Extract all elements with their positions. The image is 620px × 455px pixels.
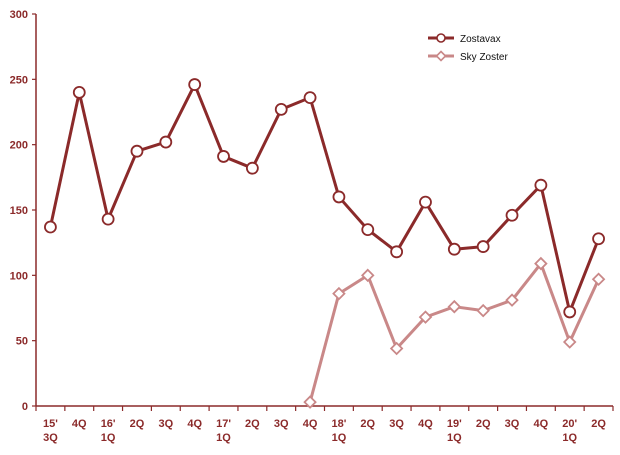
data-point	[447, 242, 461, 256]
data-point	[390, 245, 404, 259]
y-tick-label: 100	[10, 270, 28, 282]
data-point	[217, 150, 230, 163]
data-point	[591, 272, 606, 287]
legend-label: Zostavax	[460, 34, 501, 45]
x-tick-label: 2Q	[476, 418, 491, 430]
data-point	[361, 223, 375, 237]
data-point	[389, 341, 404, 356]
x-tick-label: 16'	[101, 418, 116, 430]
y-tick-label: 150	[10, 205, 28, 217]
data-point	[592, 232, 605, 246]
data-point	[188, 78, 202, 91]
data-point	[563, 305, 577, 319]
axes: 0 50 100 150 200 250 300 15' 3Q 4Q 16' 1Q 2Q 3Q 4Q 17' 1…	[10, 9, 614, 444]
x-tick-label: 1Q	[216, 432, 231, 444]
legend-label: Sky Zoster	[460, 52, 508, 63]
data-point	[418, 310, 433, 324]
y-tick-label: 0	[22, 401, 28, 413]
data-point	[562, 335, 577, 349]
data-point	[476, 303, 490, 318]
data-point	[505, 208, 519, 222]
data-point	[245, 161, 259, 175]
y-tick-label: 50	[16, 336, 28, 348]
x-tick-label: 19'	[447, 418, 462, 430]
series-line	[48, 83, 600, 314]
legend-marker	[436, 33, 446, 43]
data-point	[419, 195, 432, 209]
x-tick-label: 1Q	[101, 432, 116, 444]
x-tick-label: 1Q	[447, 432, 462, 444]
legend-item: Sky Zoster	[428, 50, 508, 63]
series-zostavax	[44, 78, 605, 319]
x-tick-label: 2Q	[130, 418, 145, 430]
x-tick-label: 20'	[562, 418, 577, 430]
y-tick-label: 200	[10, 140, 28, 152]
data-point	[101, 212, 115, 226]
data-point	[332, 190, 346, 204]
data-point	[159, 135, 173, 149]
series-line	[308, 262, 600, 403]
x-tick-label: 2Q	[591, 418, 606, 430]
x-tick-label: 15'	[43, 418, 58, 430]
x-tick-label: 4Q	[303, 418, 318, 430]
x-tick-label: 3Q	[505, 418, 520, 430]
data-point	[303, 91, 317, 105]
series-layer	[44, 78, 606, 409]
x-tick-label: 4Q	[534, 418, 549, 430]
series-sky-zoster	[303, 256, 606, 409]
x-tick-label: 3Q	[158, 418, 173, 430]
y-tick-label: 300	[10, 9, 28, 21]
x-tick-label: 4Q	[418, 418, 433, 430]
x-tick-label: 2Q	[360, 418, 375, 430]
x-tick-label: 3Q	[389, 418, 404, 430]
data-point	[361, 268, 375, 283]
x-tick-label: 4Q	[187, 418, 202, 430]
x-tick-label: 3Q	[43, 432, 58, 444]
data-point	[476, 240, 490, 253]
legend-item: Zostavax	[428, 33, 501, 45]
x-tick-label: 3Q	[274, 418, 289, 430]
legend: Zostavax Sky Zoster	[428, 33, 508, 63]
data-point	[303, 395, 317, 409]
x-tick-label: 18'	[331, 418, 346, 430]
data-point	[447, 299, 462, 314]
data-point	[130, 144, 144, 158]
data-point	[44, 220, 57, 234]
data-point	[332, 286, 346, 301]
x-tick-label: 4Q	[72, 418, 87, 430]
x-tick-label: 17'	[216, 418, 231, 430]
data-point	[534, 178, 548, 192]
data-point	[505, 293, 519, 307]
data-point	[274, 102, 288, 116]
x-tick-label: 1Q	[332, 432, 347, 444]
legend-marker	[435, 50, 447, 62]
x-tick-label: 2Q	[245, 418, 260, 430]
data-point	[534, 256, 548, 271]
data-point	[72, 86, 86, 99]
x-tick-label: 1Q	[562, 432, 577, 444]
y-tick-label: 250	[10, 74, 28, 86]
